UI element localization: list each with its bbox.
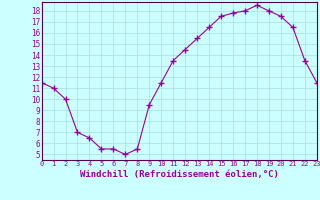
X-axis label: Windchill (Refroidissement éolien,°C): Windchill (Refroidissement éolien,°C) <box>80 170 279 179</box>
